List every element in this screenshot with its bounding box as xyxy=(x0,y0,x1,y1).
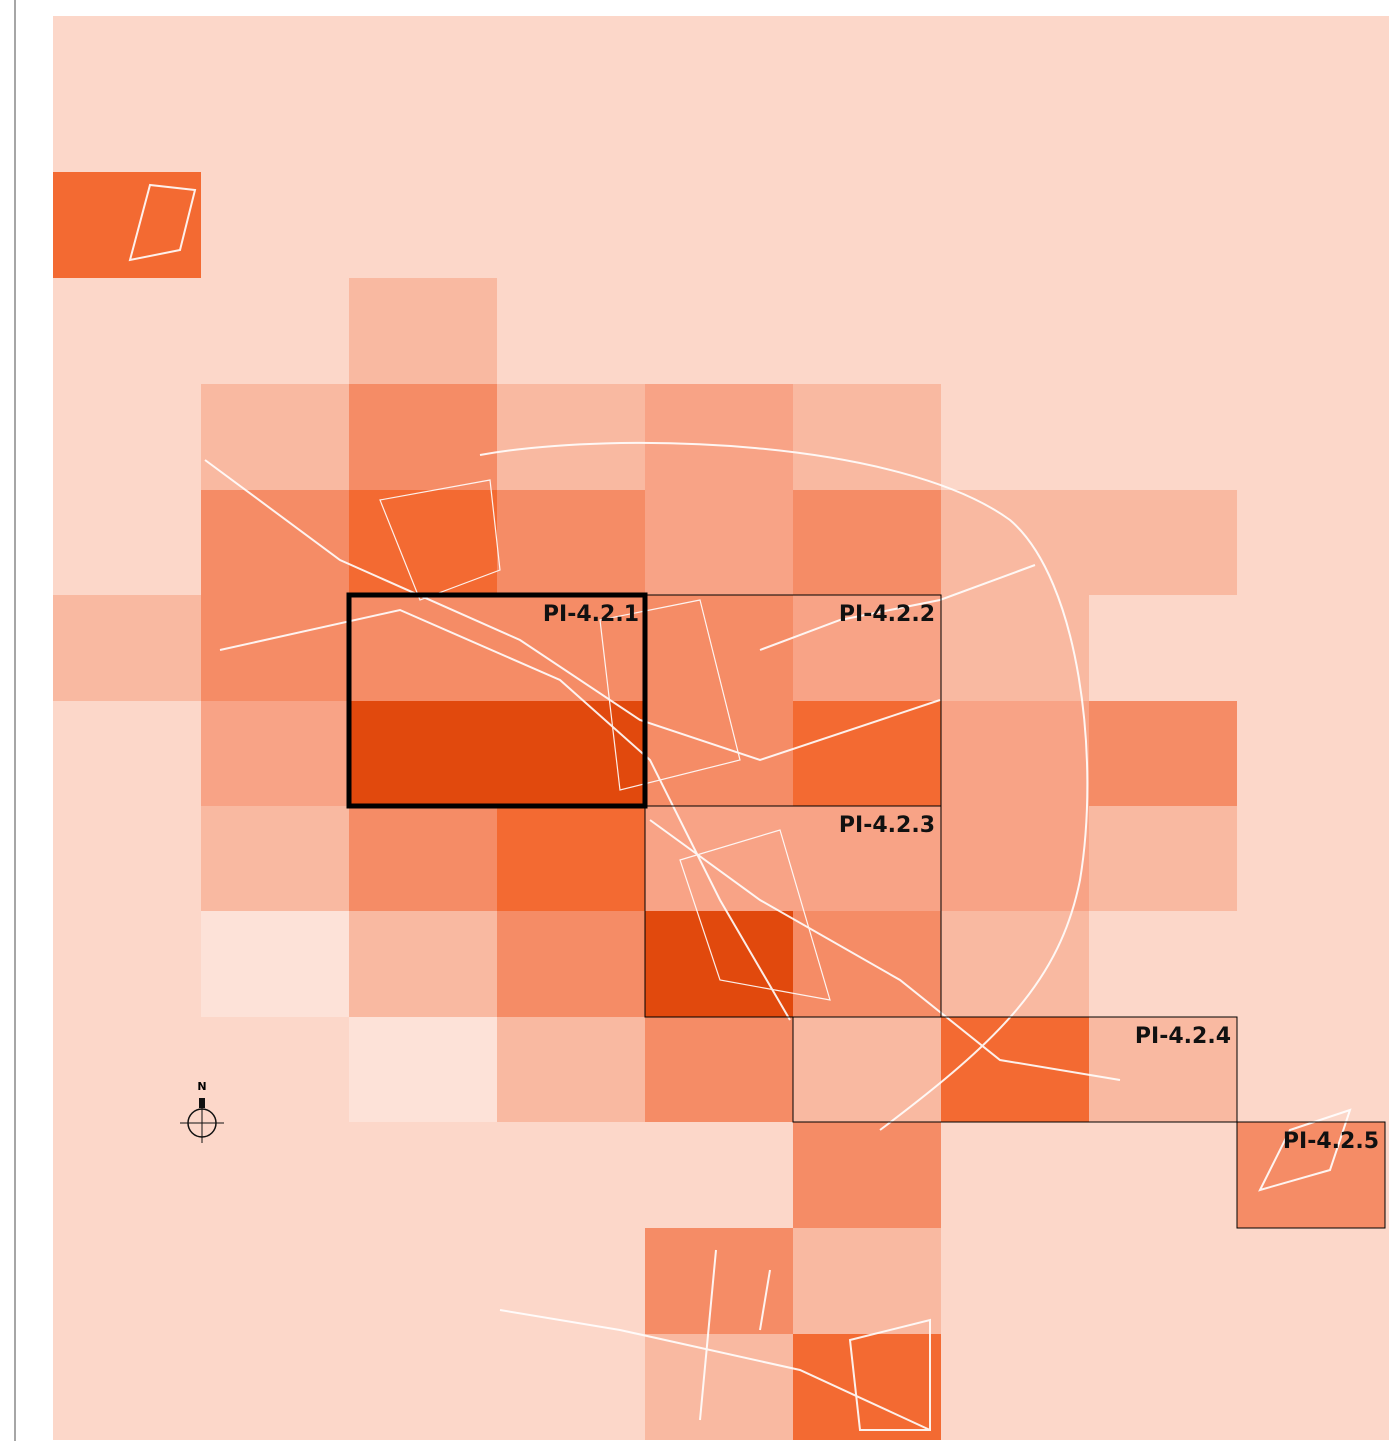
grid-cell xyxy=(941,701,1089,806)
map: PI-4.2.1 PI-4.2.2 PI-4.2.3 PI-4.2.4 PI-4.2.5… xyxy=(0,0,1389,1441)
grid-cell xyxy=(645,911,793,1017)
grid-cell xyxy=(645,1228,793,1334)
grid-cell xyxy=(793,701,941,806)
grid-cell xyxy=(645,1017,793,1122)
grid-cell xyxy=(349,806,497,911)
grid-cell xyxy=(497,1017,645,1122)
grid-cell xyxy=(793,384,941,490)
grid-cell xyxy=(201,490,349,595)
grid-cell xyxy=(1089,701,1237,806)
grid-cell xyxy=(645,490,793,595)
grid-cell xyxy=(349,278,497,384)
grid-cell xyxy=(497,384,645,490)
grid-cell xyxy=(349,384,497,490)
compass-needle xyxy=(199,1098,205,1108)
grid-cell xyxy=(645,595,793,701)
grid-cell xyxy=(941,1017,1089,1122)
grid-cell xyxy=(497,806,645,911)
grid-cell xyxy=(645,701,793,806)
grid-cell xyxy=(53,595,201,701)
grid-cell xyxy=(201,701,349,806)
grid-cell xyxy=(1089,490,1237,595)
grid-cell xyxy=(201,806,349,911)
grid-cell xyxy=(497,490,645,595)
grid-cell xyxy=(793,490,941,595)
grid-cell xyxy=(941,595,1089,701)
grid-cell xyxy=(793,1228,941,1334)
grid-cell xyxy=(793,1017,941,1122)
zone-label: PI-4.2.5 xyxy=(1283,1129,1379,1154)
grid-cell xyxy=(793,911,941,1017)
grid-cell xyxy=(349,595,497,701)
grid-cell xyxy=(349,701,497,806)
grid-cell xyxy=(645,806,793,911)
zone-label: PI-4.2.4 xyxy=(1135,1024,1231,1049)
grid-cell xyxy=(645,384,793,490)
grid-cell xyxy=(941,490,1089,595)
grid-cell xyxy=(349,1017,497,1122)
grid-cell xyxy=(497,701,645,806)
grid-cell xyxy=(201,595,349,701)
zone-label: PI-4.2.3 xyxy=(839,813,935,838)
grid-cell xyxy=(201,911,349,1017)
grid-cell xyxy=(793,1122,941,1228)
compass-label: N xyxy=(197,1080,206,1093)
grid-cell xyxy=(1089,806,1237,911)
zone-label: PI-4.2.1 xyxy=(543,602,639,627)
grid-cell xyxy=(645,1334,793,1440)
grid-cell xyxy=(497,911,645,1017)
zone-label: PI-4.2.2 xyxy=(839,602,935,627)
grid-cell xyxy=(349,911,497,1017)
grid-cell xyxy=(941,806,1089,911)
